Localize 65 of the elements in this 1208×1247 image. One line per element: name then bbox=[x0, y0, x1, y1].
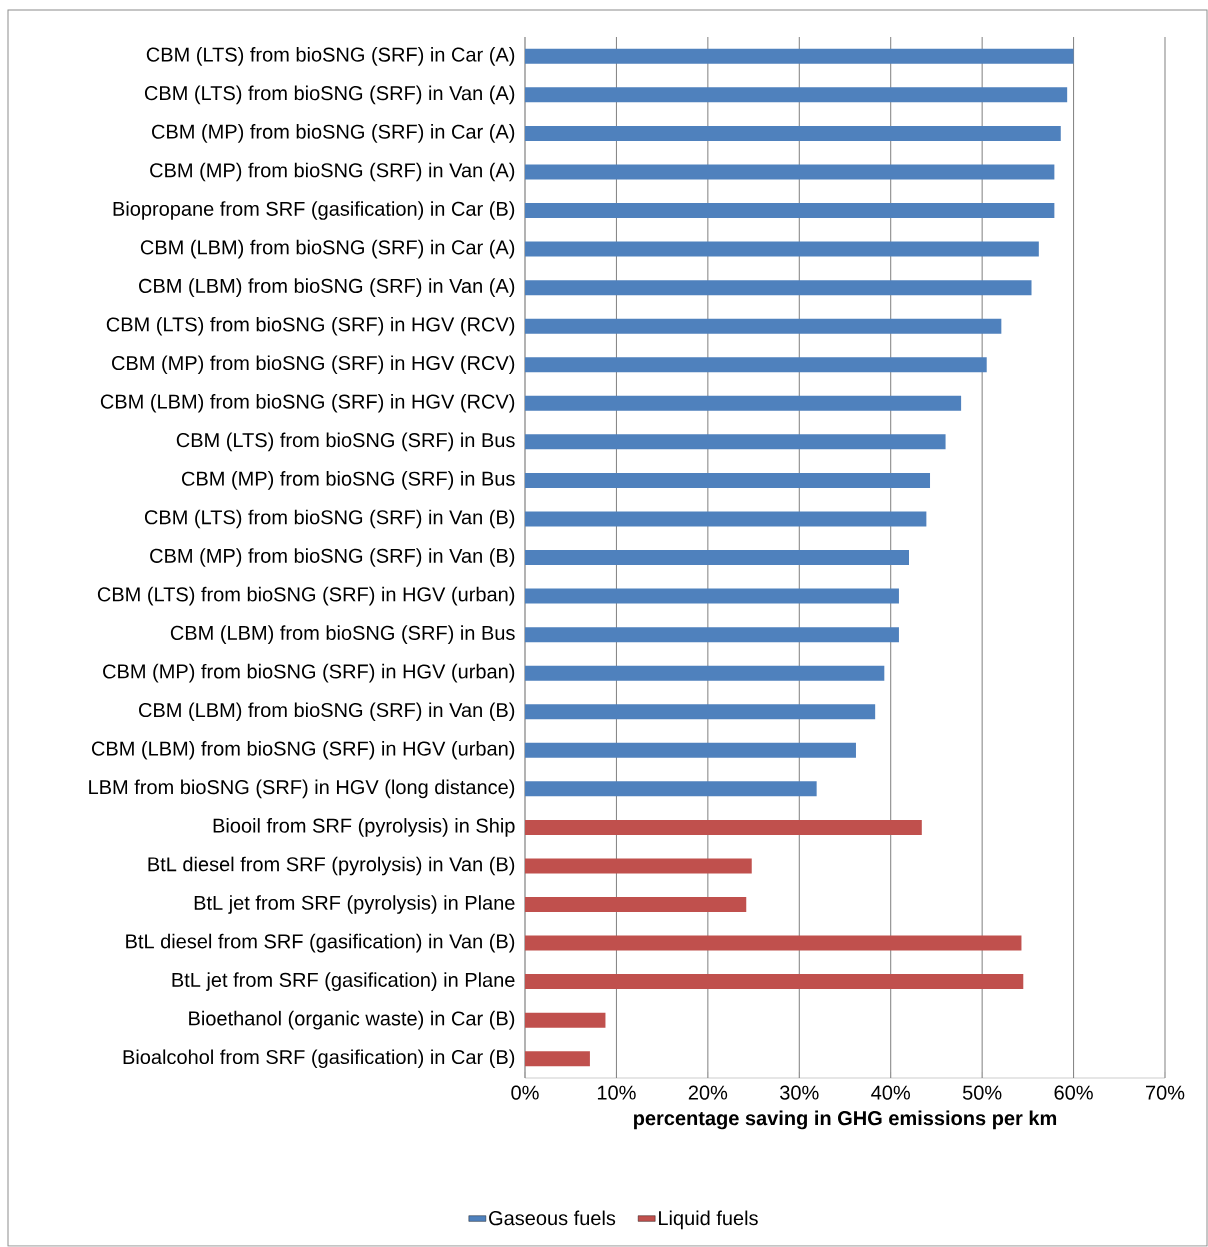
bar bbox=[525, 858, 752, 874]
y-tick-label: CBM (LTS) from bioSNG (SRF) in Van (A) bbox=[144, 85, 515, 105]
bar bbox=[525, 1012, 606, 1028]
bar bbox=[525, 704, 876, 720]
bar bbox=[525, 935, 1022, 951]
y-tick-label: CBM (LBM) from bioSNG (SRF) in Van (A) bbox=[139, 278, 515, 297]
y-tick-label: CBM (LBM) from bioSNG (SRF) in Bus bbox=[170, 625, 515, 644]
y-tick-label: CBM (MP) from bioSNG (SRF) in Car (A) bbox=[152, 124, 515, 143]
bar bbox=[525, 241, 1039, 257]
y-tick-label: BtL jet from SRF (gasification) in Plane bbox=[172, 972, 515, 991]
y-tick-label: CBM (LBM) from bioSNG (SRF) in Van (B) bbox=[139, 702, 515, 722]
x-tick-label: 50% bbox=[962, 1085, 1002, 1100]
x-tick-label: 0% bbox=[511, 1085, 539, 1100]
bar bbox=[525, 511, 927, 527]
y-tick-label: CBM (LTS) from bioSNG (SRF) in Car (A) bbox=[146, 46, 515, 66]
bar bbox=[525, 48, 1074, 64]
y-tick-label: CBM (MP) from bioSNG (SRF) in HGV (RCV) bbox=[112, 355, 515, 375]
x-tick-label: 20% bbox=[688, 1085, 728, 1100]
bar bbox=[525, 472, 931, 488]
y-tick-label: BtL jet from SRF (pyrolysis) in Plane bbox=[194, 895, 515, 914]
bar bbox=[525, 627, 899, 643]
bar bbox=[525, 87, 1068, 103]
bar bbox=[525, 434, 946, 450]
bar bbox=[525, 203, 1055, 219]
y-tick-label: CBM (MP) from bioSNG (SRF) in Van (B) bbox=[150, 548, 515, 567]
y-tick-label: CBM (LTS) from bioSNG (SRF) in Bus bbox=[176, 432, 515, 452]
y-tick-label: CBM (LBM) from bioSNG (SRF) in HGV (urban) bbox=[91, 740, 515, 760]
x-tick-label: 70% bbox=[1146, 1085, 1185, 1100]
y-tick-label: CBM (MP) from bioSNG (SRF) in Bus bbox=[182, 471, 515, 490]
y-tick-label: CBM (LTS) from bioSNG (SRF) in Van (B) bbox=[144, 509, 515, 529]
y-tick-label: CBM (LBM) from bioSNG (SRF) in HGV (RCV) bbox=[100, 393, 515, 413]
bar bbox=[525, 819, 922, 835]
x-tick-label: 10% bbox=[597, 1085, 636, 1100]
y-tick-label: LBM from bioSNG (SRF) in HGV (long distance) bbox=[89, 779, 515, 799]
bar bbox=[525, 280, 1032, 296]
x-tick-label: 60% bbox=[1054, 1085, 1093, 1100]
y-tick-label: BtL diesel from SRF (pyrolysis) in Van (B) bbox=[148, 856, 515, 876]
bar bbox=[525, 550, 909, 566]
bar bbox=[525, 781, 817, 797]
y-tick-label: CBM (MP) from bioSNG (SRF) in Van (A) bbox=[150, 162, 515, 182]
bar bbox=[525, 742, 856, 758]
y-tick-label: CBM (LTS) from bioSNG (SRF) in HGV (RCV) bbox=[106, 316, 515, 336]
legend-label: Liquid fuels bbox=[659, 1210, 758, 1230]
y-tick-label: Biopropane from SRF (gasification) in Car (B) bbox=[113, 201, 515, 220]
bar bbox=[525, 357, 987, 373]
x-tick-label: 40% bbox=[871, 1085, 910, 1100]
y-tick-label: CBM (LTS) from bioSNG (SRF) in HGV (urban) bbox=[97, 586, 515, 606]
y-tick-label: Bioalcohol from SRF (gasification) in Car (B) bbox=[123, 1049, 515, 1069]
bar bbox=[525, 897, 747, 913]
bar bbox=[525, 395, 962, 411]
bar bbox=[525, 974, 1024, 990]
y-tick-label: CBM (MP) from bioSNG (SRF) in HGV (urban) bbox=[103, 663, 515, 683]
bar bbox=[525, 318, 1002, 334]
y-tick-label: Biooil from SRF (pyrolysis) in Ship bbox=[213, 818, 515, 837]
bar bbox=[525, 164, 1055, 180]
legend-label: Gaseous fuels bbox=[489, 1210, 616, 1226]
y-tick-label: BtL diesel from SRF (gasification) in Van (B) bbox=[126, 933, 515, 953]
y-tick-label: Bioethanol (organic waste) in Car (B) bbox=[189, 1010, 515, 1030]
bar bbox=[525, 588, 899, 604]
bar bbox=[525, 665, 885, 681]
x-axis-title: percentage saving in GHG emissions per km bbox=[634, 1110, 1057, 1130]
bar bbox=[525, 125, 1061, 141]
x-tick-label: 30% bbox=[780, 1085, 819, 1100]
bar bbox=[525, 1051, 590, 1067]
y-tick-label: CBM (LBM) from bioSNG (SRF) in Car (A) bbox=[140, 239, 515, 259]
